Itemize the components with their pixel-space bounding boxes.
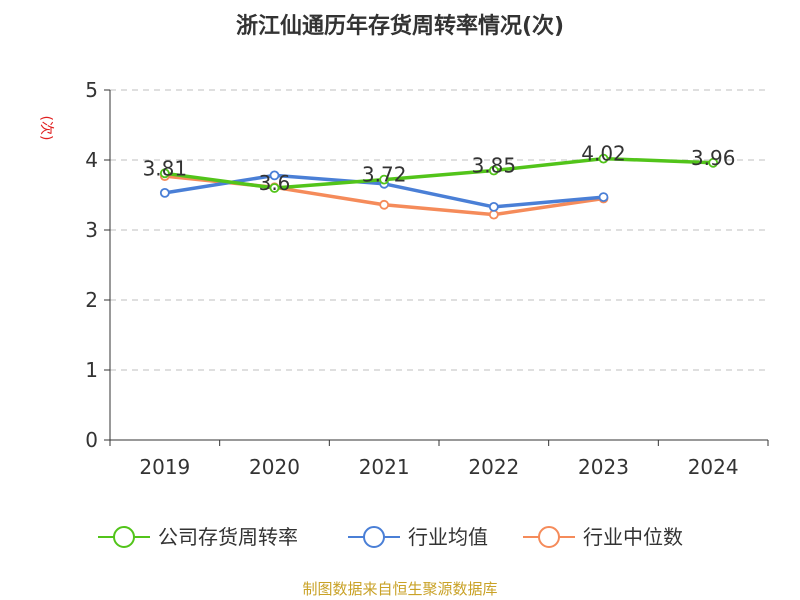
y-tick-label: 4 [85, 148, 98, 172]
legend-label: 公司存货周转率 [158, 525, 298, 549]
data-point [488, 209, 499, 220]
y-tick-label: 5 [85, 78, 98, 102]
y-tick-label: 0 [85, 428, 98, 452]
data-point [708, 157, 719, 168]
y-tick-label: 3 [85, 218, 98, 242]
legend-item: 行业中位数 [523, 525, 683, 549]
y-tick-label: 1 [85, 358, 98, 382]
data-label: 3.81 [143, 156, 188, 180]
legend: 公司存货周转率 行业均值 行业中位数 [98, 525, 683, 549]
data-label: 3.72 [362, 163, 407, 187]
data-point [269, 170, 280, 181]
data-point [488, 165, 499, 176]
data-point [159, 168, 170, 179]
grid-lines [110, 89, 768, 371]
y-tick-label: 2 [85, 288, 98, 312]
axes: 0 1 2 3 4 5 2019 2020 2021 2022 2023 2024 [85, 78, 769, 479]
source-note: 制图数据来自恒生聚源数据库 [302, 580, 498, 598]
series-lines [159, 153, 719, 220]
x-tick-label: 2024 [688, 455, 739, 479]
data-label: 3.85 [472, 154, 517, 178]
chart-title: 浙江仙通历年存货周转率情况(次) [235, 14, 565, 39]
legend-swatch-marker [363, 526, 385, 548]
data-point [598, 153, 609, 164]
x-tick-label: 2023 [578, 455, 629, 479]
legend-item: 公司存货周转率 [98, 525, 298, 549]
x-tick-label: 2020 [249, 455, 300, 479]
data-point [488, 201, 499, 212]
data-point [379, 199, 390, 210]
data-labels: 3.81 3.6 3.72 3.85 4.02 3.96 [143, 142, 736, 195]
y-axis-label: (次) [38, 116, 54, 141]
legend-swatch-marker [113, 526, 135, 548]
data-point [598, 192, 609, 203]
legend-label: 行业中位数 [583, 525, 683, 549]
data-label: 3.6 [259, 171, 291, 195]
data-point [269, 183, 280, 193]
data-label: 4.02 [581, 142, 626, 166]
legend-label: 行业均值 [408, 525, 488, 549]
legend-swatch-marker [538, 526, 560, 548]
x-tick-label: 2019 [139, 455, 190, 479]
data-point [379, 174, 390, 185]
legend-item: 行业均值 [348, 525, 488, 549]
data-label: 3.96 [691, 146, 736, 170]
x-tick-label: 2021 [359, 455, 410, 479]
data-point [159, 187, 170, 198]
series-line [164, 156, 714, 190]
x-tick-label: 2022 [468, 455, 519, 479]
